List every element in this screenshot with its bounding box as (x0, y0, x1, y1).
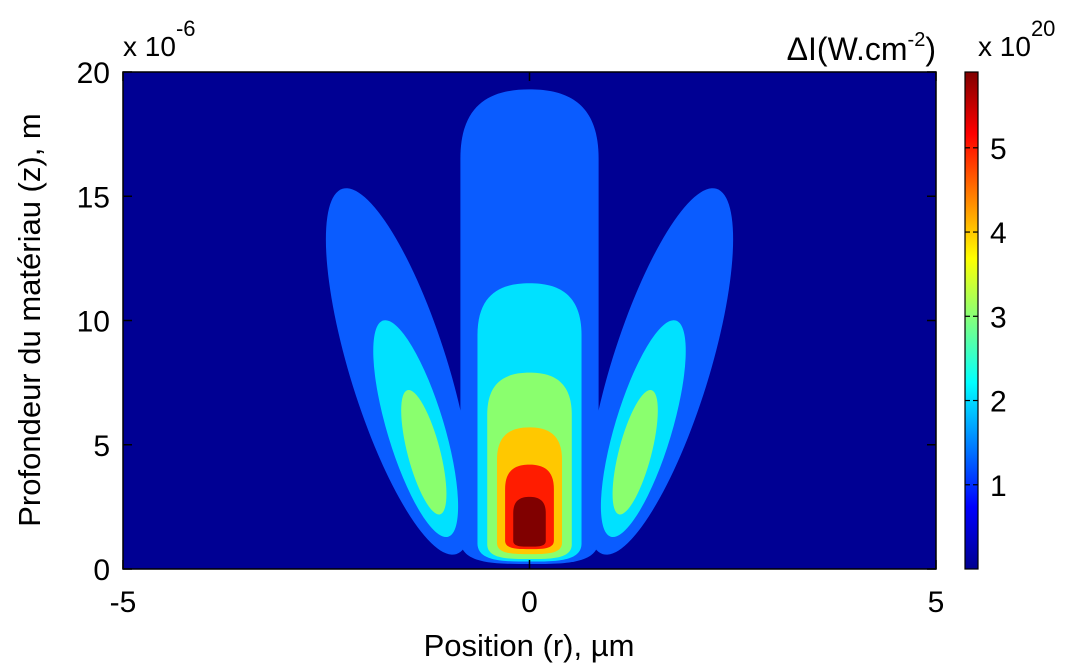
y-axis: 0 5 10 15 20 (77, 57, 936, 587)
colorbar-gradient (964, 71, 979, 570)
right-lobe-contour-2.7 (612, 389, 658, 515)
x-axis: -5 0 5 (110, 72, 945, 619)
x-tick-label: 5 (928, 586, 945, 619)
y-multiplier: x 10-6 (123, 16, 196, 62)
colorbar-tick-label: 3 (990, 301, 1007, 334)
colorbar-ticks: 1 2 3 4 5 (965, 133, 1007, 503)
x-axis-label: Position (r), µm (424, 628, 635, 663)
y-tick-label: 20 (77, 57, 110, 90)
colorbar-title: ΔI(W.cm-2) (787, 29, 936, 67)
y-tick-label: 0 (93, 554, 110, 587)
central-contour-5.4 (513, 496, 546, 547)
y-tick-label: 5 (93, 430, 110, 463)
colorbar-multiplier: x 1020 (978, 16, 1055, 62)
colorbar-tick-label: 5 (990, 133, 1007, 166)
x-tick-label: 0 (521, 586, 538, 619)
colorbar-tick-label: 4 (990, 217, 1007, 250)
y-tick-label: 10 (77, 306, 110, 339)
y-axis-label: Profondeur du matériau (z), m (12, 113, 47, 527)
x-tick-label: -5 (110, 586, 137, 619)
colorbar: 1 2 3 4 5 (964, 71, 1007, 570)
colorbar-tick-label: 2 (990, 386, 1007, 419)
colorbar-tick-label: 1 (990, 470, 1007, 503)
contour-fills (325, 89, 734, 565)
y-tick-label: 15 (77, 181, 110, 214)
left-lobe-contour-2.7 (401, 389, 447, 515)
